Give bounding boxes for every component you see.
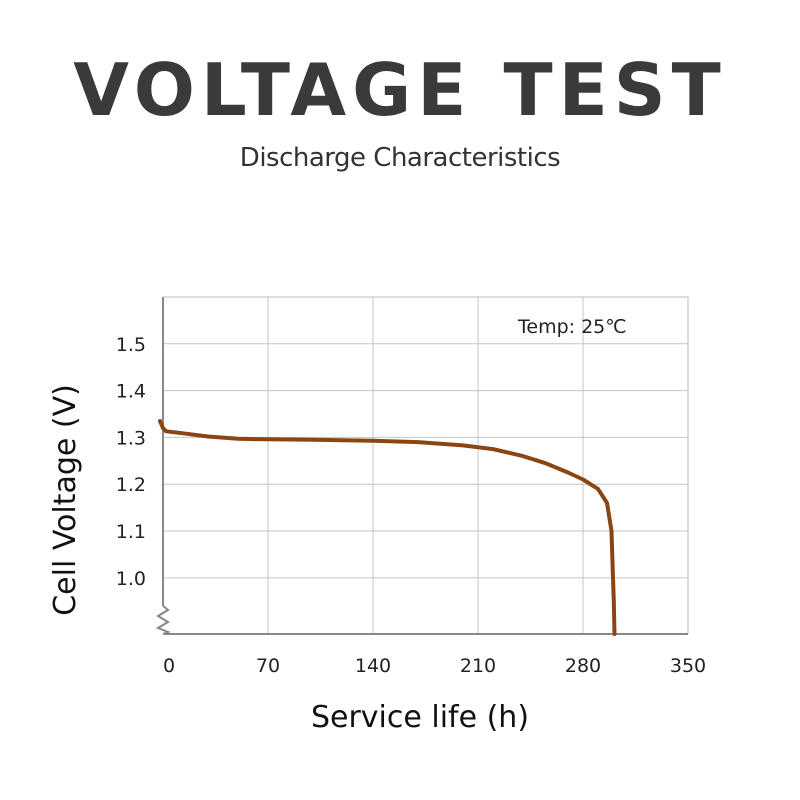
- chart-series: [158, 419, 617, 636]
- x-tick-label: 210: [460, 655, 496, 677]
- discharge-curve: [158, 419, 617, 636]
- x-tick-label: 350: [670, 655, 706, 677]
- y-tick-label: 1.5: [116, 334, 146, 356]
- x-tick-label: 140: [355, 655, 391, 677]
- page-subtitle: Discharge Characteristics: [239, 143, 561, 173]
- y-tick-label: 1.3: [116, 427, 146, 449]
- chart-axes: [155, 297, 688, 635]
- axis-break-icon: [155, 605, 171, 635]
- y-tick-label: 1.1: [116, 521, 146, 543]
- y-tick-label: 1.0: [116, 568, 146, 590]
- page-title: VOLTAGE TEST: [73, 48, 727, 132]
- x-tick-label: 280: [565, 655, 601, 677]
- y-tick-label: 1.4: [116, 381, 146, 403]
- y-axis-title: Cell Voltage (V): [48, 384, 83, 616]
- chart-grid: [163, 296, 689, 634]
- x-tick-label: 70: [256, 655, 280, 677]
- x-axis-title: Service life (h): [311, 700, 529, 735]
- chart-ticks: 0 70 140 210 280 350 1.0 1.1 1.2 1.3 1.4 1.5: [116, 334, 706, 677]
- x-tick-label: 0: [163, 655, 175, 677]
- temperature-annotation: Temp: 25℃: [517, 316, 627, 338]
- y-tick-label: 1.2: [116, 474, 146, 496]
